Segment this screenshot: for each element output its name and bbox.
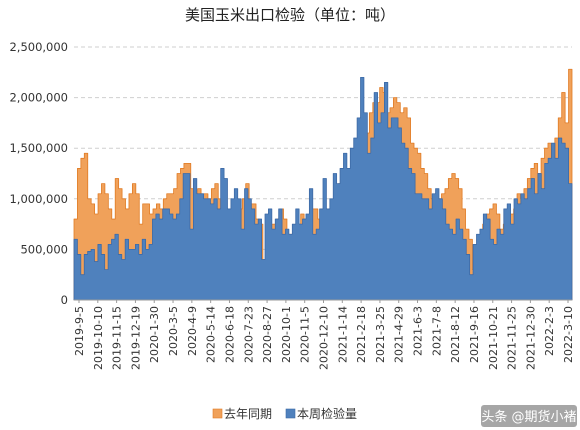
x-tick-label: 2021-7-8 [430, 306, 443, 356]
y-tick-label: 1,000,000 [9, 192, 68, 206]
legend-swatch-this-week [285, 408, 296, 419]
x-tick-label: 2020-10-1 [280, 306, 293, 363]
x-tick-label: 2022-3-10 [562, 306, 575, 363]
x-tick-label: 2020-5-14 [205, 306, 218, 363]
legend-label-this-week: 本周检验量 [297, 406, 357, 421]
x-tick-label: 2019-11-15 [111, 306, 124, 370]
y-tick-label: 1,500,000 [9, 141, 68, 155]
x-tick-label: 2020-4-9 [186, 306, 199, 356]
y-tick-label: 2,000,000 [9, 91, 68, 105]
x-tick-label: 2021-11-25 [506, 306, 519, 370]
x-tick-label: 2021-3-25 [374, 306, 387, 363]
x-tick-label: 2021-4-29 [393, 306, 406, 363]
x-tick-label: 2020-3-5 [167, 306, 180, 356]
x-tick-label: 2019-9-5 [73, 306, 86, 356]
watermark-background [481, 405, 577, 427]
x-tick-label: 2020-6-18 [223, 306, 236, 363]
watermark: 头条 @期货小褚 [481, 405, 577, 427]
y-tick-label: 0 [61, 293, 68, 307]
x-tick-label: 2020-11-5 [299, 306, 312, 363]
x-tick-label: 2021-10-21 [487, 306, 500, 370]
chart-title: 美国玉米出口检验（单位：吨） [185, 6, 395, 24]
x-tick-label: 2021-12-30 [524, 306, 537, 370]
y-axis: 0 500,000 1,000,000 1,500,000 2,000,000 2,500… [9, 40, 68, 307]
x-tick-label: 2020-12-10 [318, 306, 331, 370]
x-tick-label: 2020-8-27 [261, 306, 274, 363]
x-tick-label: 2020-1-30 [148, 306, 161, 363]
x-tick-label: 2021-6-3 [412, 306, 425, 356]
watermark-text: 头条 @期货小褚 [481, 409, 576, 425]
x-tick-label: 2021-2-18 [355, 306, 368, 363]
plot-area [73, 68, 573, 301]
series-area-this-week [73, 76, 573, 301]
x-tick-label: 2020-7-23 [242, 306, 255, 363]
x-axis: 2019-9-5 2019-10-10 2019-11-15 2019-12-19 20… [73, 300, 575, 370]
y-tick-label: 2,500,000 [9, 40, 68, 54]
x-tick-label: 2021-8-12 [449, 306, 462, 363]
x-tick-label: 2022-2-3 [543, 306, 556, 356]
x-tick-label: 2021-1-14 [336, 306, 349, 363]
x-tick-label: 2021-9-16 [468, 306, 481, 363]
x-tick-label: 2019-10-10 [92, 306, 105, 370]
legend: 去年同期 本周检验量 [212, 406, 357, 421]
legend-swatch-last-year [212, 408, 223, 419]
x-tick-label: 2019-12-19 [129, 306, 142, 370]
y-tick-label: 500,000 [20, 242, 68, 256]
legend-label-last-year: 去年同期 [224, 407, 272, 421]
